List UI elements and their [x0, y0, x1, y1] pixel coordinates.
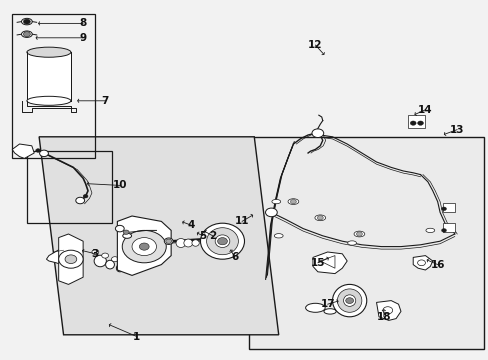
Ellipse shape — [332, 284, 366, 317]
Ellipse shape — [271, 199, 280, 204]
Ellipse shape — [94, 255, 106, 267]
Circle shape — [317, 216, 323, 220]
Circle shape — [265, 208, 277, 217]
Circle shape — [409, 121, 415, 125]
Circle shape — [115, 225, 124, 232]
Circle shape — [65, 255, 77, 264]
Text: 13: 13 — [449, 125, 464, 135]
Circle shape — [23, 32, 30, 37]
Circle shape — [356, 232, 362, 236]
Circle shape — [290, 199, 296, 204]
Circle shape — [83, 194, 88, 198]
Ellipse shape — [305, 303, 325, 312]
Circle shape — [76, 197, 84, 204]
Circle shape — [40, 150, 48, 157]
Text: 8: 8 — [80, 18, 86, 28]
Ellipse shape — [337, 289, 361, 312]
Text: 15: 15 — [310, 258, 325, 268]
Ellipse shape — [314, 215, 325, 221]
Ellipse shape — [21, 18, 32, 25]
Ellipse shape — [27, 47, 71, 57]
Text: 11: 11 — [234, 216, 249, 226]
Polygon shape — [312, 252, 346, 274]
Circle shape — [139, 243, 149, 250]
Text: 10: 10 — [112, 180, 127, 190]
Circle shape — [111, 257, 118, 262]
Ellipse shape — [27, 96, 71, 105]
Circle shape — [92, 249, 99, 255]
Text: 3: 3 — [92, 249, 99, 259]
Circle shape — [36, 149, 41, 152]
Ellipse shape — [287, 199, 298, 204]
Circle shape — [122, 230, 166, 263]
Text: 2: 2 — [209, 231, 216, 241]
Polygon shape — [59, 234, 83, 284]
Circle shape — [417, 260, 425, 266]
Ellipse shape — [215, 235, 229, 248]
Polygon shape — [12, 144, 34, 158]
Circle shape — [23, 19, 30, 24]
Ellipse shape — [347, 241, 356, 245]
Circle shape — [217, 238, 227, 245]
Ellipse shape — [21, 31, 32, 37]
Circle shape — [345, 298, 353, 303]
Circle shape — [382, 307, 392, 314]
Polygon shape — [407, 115, 425, 128]
Text: 1: 1 — [133, 332, 140, 342]
Text: 7: 7 — [101, 96, 109, 106]
Ellipse shape — [274, 234, 283, 238]
Polygon shape — [442, 203, 454, 212]
Ellipse shape — [206, 228, 238, 255]
Text: 4: 4 — [186, 220, 194, 230]
Circle shape — [59, 250, 83, 268]
Ellipse shape — [192, 240, 199, 246]
Polygon shape — [412, 256, 432, 270]
Polygon shape — [46, 248, 73, 265]
Text: 6: 6 — [231, 252, 238, 262]
Text: 5: 5 — [199, 231, 206, 241]
Text: 18: 18 — [376, 312, 390, 322]
Text: 12: 12 — [307, 40, 322, 50]
Circle shape — [102, 253, 108, 258]
Circle shape — [165, 239, 171, 243]
Text: 14: 14 — [417, 105, 432, 115]
Circle shape — [441, 229, 446, 232]
Ellipse shape — [343, 295, 355, 306]
Text: 9: 9 — [80, 33, 86, 43]
Ellipse shape — [323, 309, 336, 314]
Ellipse shape — [176, 239, 185, 248]
Text: 17: 17 — [320, 299, 334, 309]
Polygon shape — [27, 52, 71, 101]
Ellipse shape — [200, 223, 244, 259]
Circle shape — [417, 121, 423, 125]
Circle shape — [311, 129, 323, 138]
Polygon shape — [39, 137, 278, 335]
Polygon shape — [249, 137, 483, 349]
Ellipse shape — [164, 238, 173, 244]
Ellipse shape — [183, 239, 192, 247]
Ellipse shape — [122, 233, 131, 238]
Ellipse shape — [105, 260, 114, 269]
Polygon shape — [117, 216, 171, 275]
Circle shape — [123, 230, 129, 234]
Circle shape — [441, 207, 446, 211]
Text: 16: 16 — [429, 260, 444, 270]
Ellipse shape — [353, 231, 364, 237]
Ellipse shape — [425, 228, 434, 233]
Circle shape — [132, 238, 156, 256]
Polygon shape — [442, 223, 454, 232]
Polygon shape — [376, 301, 400, 320]
Ellipse shape — [116, 265, 123, 272]
